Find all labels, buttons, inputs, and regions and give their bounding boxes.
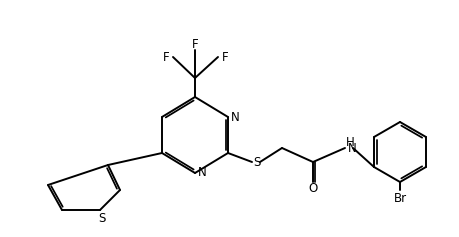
Text: H: H <box>345 137 353 150</box>
Text: N: N <box>347 141 356 155</box>
Text: F: F <box>162 50 169 64</box>
Text: N: N <box>197 167 206 179</box>
Text: N: N <box>230 110 239 123</box>
Text: F: F <box>221 50 228 64</box>
Text: F: F <box>191 37 198 50</box>
Text: S: S <box>253 155 260 169</box>
Text: O: O <box>308 182 317 196</box>
Text: Br: Br <box>392 191 406 205</box>
Text: S: S <box>98 211 106 224</box>
